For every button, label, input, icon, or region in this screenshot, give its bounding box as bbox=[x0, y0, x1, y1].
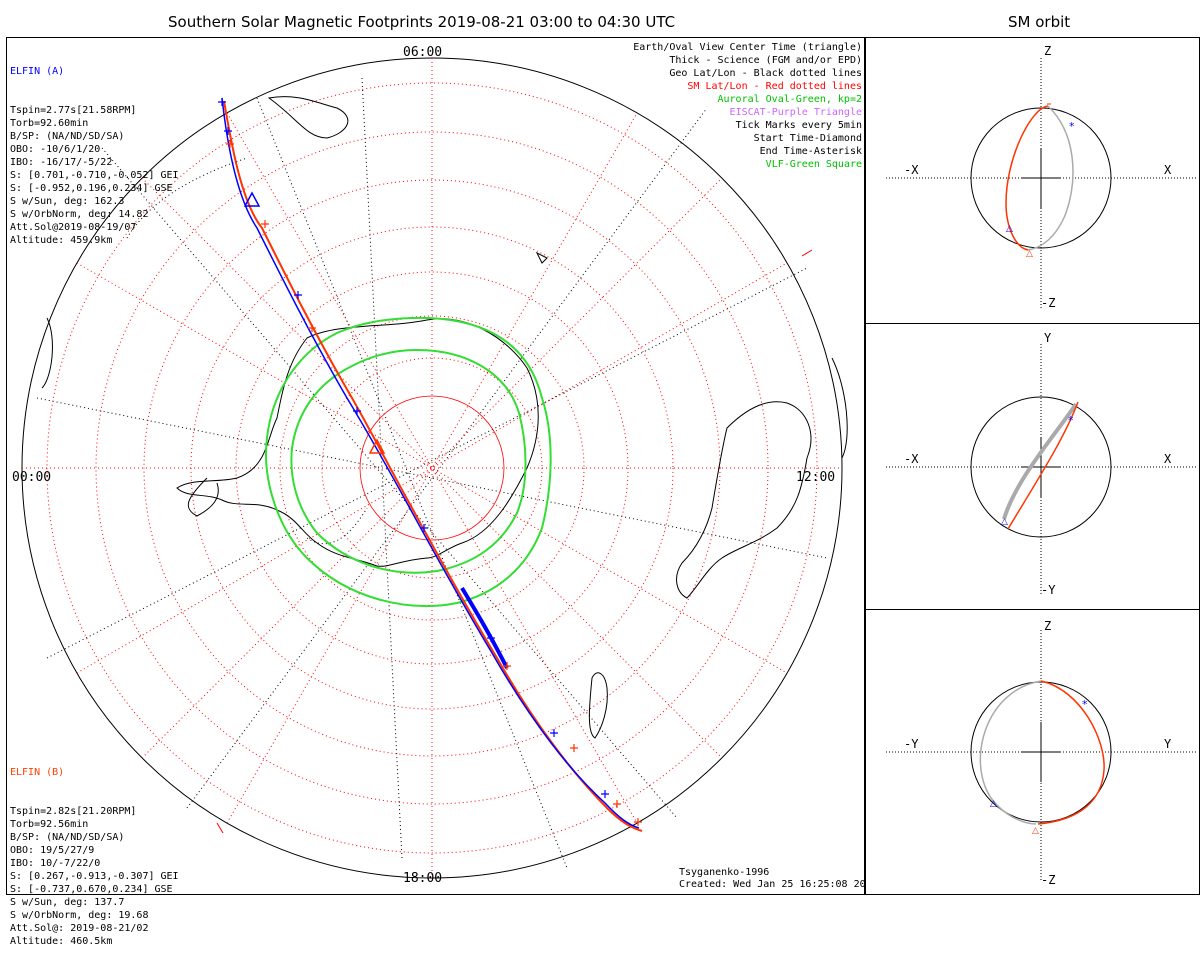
orbit-xz-right: X bbox=[1164, 163, 1172, 177]
elfin-b-line: S: [-0.737,0.670,0.234] GSE bbox=[10, 884, 173, 895]
coast-fragment-east bbox=[831, 357, 848, 459]
elfin-b-ticks bbox=[226, 140, 642, 826]
orbit-xz-left: -X bbox=[904, 163, 919, 177]
mlt-label-bottom: 18:00 bbox=[403, 871, 443, 886]
elfin-a-lines: Tspin=2.77s[21.58RPM] Torb=92.60min B/SP: … bbox=[10, 104, 179, 247]
elfin-a-line: Altitude: 459.9km bbox=[10, 235, 113, 246]
elfin-b-line: S: [0.267,-0.913,-0.307] GEI bbox=[10, 871, 179, 882]
svg-text:△: △ bbox=[990, 799, 997, 809]
elfin-a-name: ELFIN (A) bbox=[10, 66, 65, 77]
legend-item: Tick Marks every 5min bbox=[735, 120, 862, 131]
orbit-panel-xz: * △ △ Z -Z -X X bbox=[865, 37, 1200, 324]
model-label: Tsyganenko-1996 bbox=[679, 867, 770, 878]
orbit-xy-left: -X bbox=[904, 452, 919, 466]
elfin-a-info: ELFIN (A) Tspin=2.77s[21.58RPM] Torb=92.6… bbox=[10, 39, 179, 260]
legend-item: Auroral Oval-Green, kp=2 bbox=[717, 94, 863, 105]
legend-item: End Time-Asterisk bbox=[759, 146, 862, 157]
elfin-a-track bbox=[221, 97, 640, 829]
legend: Earth/Oval View Center Time (triangle) Th… bbox=[633, 41, 862, 171]
svg-text:△: △ bbox=[1001, 517, 1008, 527]
legend-item: Geo Lat/Lon - Black dotted lines bbox=[669, 68, 862, 79]
svg-text:*: * bbox=[1069, 120, 1075, 133]
svg-text:△: △ bbox=[1026, 249, 1033, 259]
orbit-yz-up: Z bbox=[1044, 619, 1052, 633]
elfin-a-line: S w/OrbNorm, deg: 14.82 bbox=[10, 209, 149, 220]
elfin-b-line: B/SP: (NA/ND/SD/SA) bbox=[10, 832, 125, 843]
elfin-a-line: Att.Sol@2019-08-19/07 bbox=[10, 222, 137, 233]
legend-item: Thick - Science (FGM and/or EPD) bbox=[669, 55, 862, 66]
elfin-b-line: IBO: 10/-7/22/0 bbox=[10, 858, 101, 869]
elfin-a-ticks bbox=[218, 98, 609, 798]
auroral-oval-outer bbox=[265, 316, 552, 607]
created-label: Created: Wed Jan 25 16:25:08 2023 bbox=[679, 879, 878, 890]
svg-text:*: * bbox=[1068, 414, 1074, 427]
orbit-panel-yz: * △ △ Z -Z -Y Y bbox=[865, 609, 1200, 895]
elfin-a-center-triangle bbox=[243, 191, 261, 207]
orbit-xz-down: -Z bbox=[1041, 296, 1056, 310]
orbit-xy-down: -Y bbox=[1041, 583, 1056, 597]
elfin-b-lines: Tspin=2.82s[21.20RPM] Torb=92.56min B/SP: … bbox=[10, 805, 179, 948]
footprint-map-panel bbox=[6, 37, 865, 895]
orbit-yz-right: Y bbox=[1164, 737, 1172, 751]
elfin-a-line: IBO: -16/17/-5/22 bbox=[10, 157, 113, 168]
elfin-b-name: ELFIN (B) bbox=[10, 767, 65, 778]
svg-text:△: △ bbox=[1032, 826, 1039, 836]
elfin-b-center-triangle bbox=[368, 438, 386, 454]
legend-item: SM Lat/Lon - Red dotted lines bbox=[687, 81, 862, 92]
australia-coastline bbox=[676, 401, 812, 599]
antarctica-coastline bbox=[176, 318, 539, 567]
elfin-a-line: Tspin=2.77s[21.58RPM] bbox=[10, 105, 137, 116]
orbit-xy-right: X bbox=[1164, 452, 1172, 466]
legend-item: EISCAT-Purple Triangle bbox=[729, 107, 862, 118]
elfin-a-line: OBO: -10/6/1/20 bbox=[10, 144, 101, 155]
sm-grid bbox=[22, 58, 842, 878]
coast-fragment bbox=[41, 317, 53, 389]
elfin-b-line: S w/OrbNorm, deg: 19.68 bbox=[10, 910, 149, 921]
orbit-xy-up: Y bbox=[1044, 331, 1052, 345]
mlt-label-top: 06:00 bbox=[403, 45, 443, 60]
elfin-a-line: S: [-0.952,0.196,0.234] GSE bbox=[10, 183, 173, 194]
orbit-yz-down: -Z bbox=[1041, 873, 1056, 887]
orbit-xz-plot: * △ △ bbox=[886, 58, 1196, 308]
orbit-xy-plot: * △ bbox=[886, 344, 1196, 594]
elfin-b-line: Tspin=2.82s[21.20RPM] bbox=[10, 806, 137, 817]
orbit-yz-left: -Y bbox=[904, 737, 919, 751]
island bbox=[535, 251, 548, 264]
elfin-b-info: ELFIN (B) Tspin=2.82s[21.20RPM] Torb=92.5… bbox=[10, 740, 179, 961]
legend-item: VLF-Green Square bbox=[765, 159, 862, 170]
mlt-label-left: 00:00 bbox=[12, 470, 52, 485]
auroral-oval-inner bbox=[290, 348, 527, 574]
svg-text:△: △ bbox=[1006, 224, 1013, 234]
orbit-panel-xy: * △ Y -Y -X X bbox=[865, 323, 1200, 610]
elfin-a-line: B/SP: (NA/ND/SD/SA) bbox=[10, 131, 125, 142]
orbit-title: SM orbit bbox=[1008, 13, 1071, 31]
geo-grid bbox=[36, 77, 828, 869]
africa-coastline bbox=[267, 96, 349, 139]
elfin-a-science-segment bbox=[460, 586, 509, 669]
elfin-a-line: S w/Sun, deg: 162.3 bbox=[10, 196, 125, 207]
elfin-b-line: OBO: 19/5/27/9 bbox=[10, 845, 95, 856]
plot-title: Southern Solar Magnetic Footprints 2019-… bbox=[168, 13, 676, 31]
elfin-a-line: S: [0.701,-0.710,-0.052] GEI bbox=[10, 170, 179, 181]
new-zealand-coastline bbox=[588, 672, 608, 739]
elfin-b-line: S w/Sun, deg: 137.7 bbox=[10, 897, 125, 908]
footprint-map bbox=[21, 57, 848, 879]
svg-text:*: * bbox=[1082, 698, 1088, 711]
elfin-b-line: Altitude: 460.5km bbox=[10, 936, 113, 947]
elfin-b-line: Torb=92.56min bbox=[10, 819, 89, 830]
legend-item: Start Time-Diamond bbox=[753, 133, 862, 144]
mlt-label-right: 12:00 bbox=[796, 470, 836, 485]
south-america-coastline bbox=[187, 477, 219, 517]
elfin-a-line: Torb=92.60min bbox=[10, 118, 89, 129]
orbit-yz-plot: * △ △ bbox=[886, 630, 1196, 880]
orbit-xz-up: Z bbox=[1044, 44, 1052, 58]
legend-item: Earth/Oval View Center Time (triangle) bbox=[633, 42, 862, 53]
elfin-b-line: Att.Sol@: 2019-08-21/02 bbox=[10, 923, 149, 934]
